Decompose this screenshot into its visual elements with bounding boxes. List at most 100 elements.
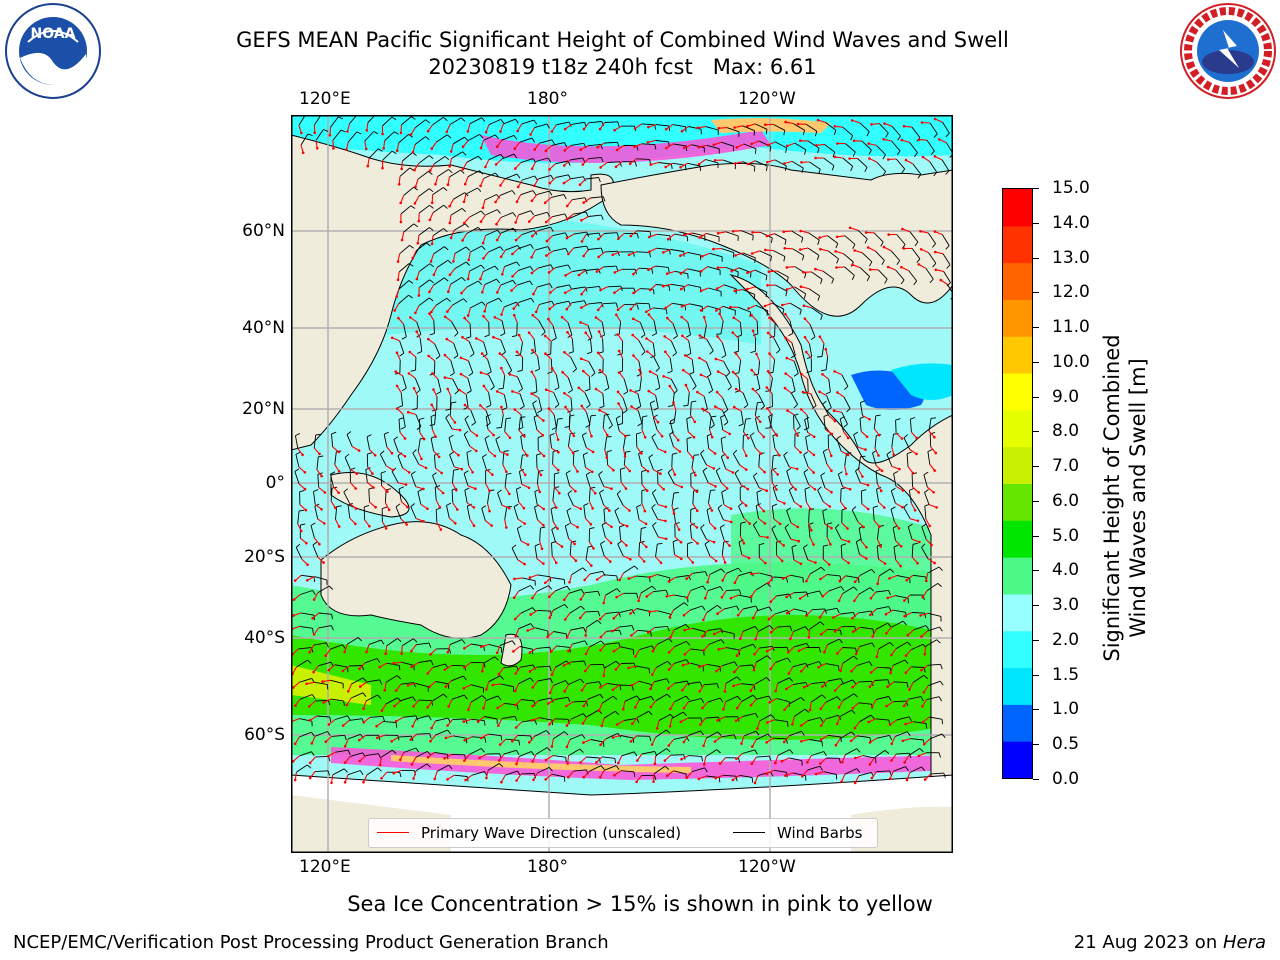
wind-barb bbox=[400, 205, 412, 215]
wave-direction-arrowhead bbox=[714, 776, 717, 780]
wave-direction-arrow bbox=[462, 162, 468, 170]
wave-direction-arrowhead bbox=[876, 582, 879, 586]
wind-barb bbox=[670, 340, 678, 353]
wave-direction-arrowhead bbox=[905, 579, 908, 582]
wind-barb bbox=[335, 749, 349, 753]
wave-direction-arrow bbox=[410, 733, 417, 741]
wave-direction-arrow bbox=[325, 735, 333, 743]
wave-direction-arrow bbox=[433, 267, 438, 276]
wind-barb bbox=[754, 402, 758, 416]
wind-barb bbox=[410, 506, 417, 519]
wave-direction-arrow bbox=[841, 538, 850, 543]
wave-direction-arrowhead bbox=[648, 250, 651, 253]
wave-direction-arrowhead bbox=[511, 252, 514, 256]
wave-direction-arrowhead bbox=[462, 687, 466, 690]
wave-direction-arrowhead bbox=[397, 183, 401, 186]
colorbar-tick-mark bbox=[1033, 779, 1039, 780]
wind-barb-flag bbox=[753, 294, 756, 300]
wind-barb-flag bbox=[938, 566, 943, 571]
wave-direction-arrowhead bbox=[516, 129, 519, 133]
wind-barb bbox=[599, 492, 605, 506]
wind-barb-flag bbox=[824, 608, 827, 614]
wave-direction-arrow bbox=[298, 125, 302, 134]
wave-direction-arrow bbox=[649, 233, 658, 238]
wind-barb bbox=[803, 454, 809, 468]
wave-direction-arrowhead bbox=[629, 558, 632, 561]
wave-direction-arrow bbox=[668, 663, 675, 670]
wave-direction-arrow bbox=[411, 757, 417, 765]
wave-direction-arrow bbox=[349, 482, 357, 489]
wind-barb bbox=[533, 417, 538, 430]
wind-barb bbox=[349, 718, 363, 721]
wind-barb bbox=[654, 765, 666, 774]
wind-barb bbox=[793, 608, 807, 613]
wind-barb-flag bbox=[686, 436, 692, 440]
wave-direction-arrowhead bbox=[476, 720, 480, 723]
wind-barb bbox=[366, 679, 380, 683]
wave-direction-arrowhead bbox=[712, 467, 716, 470]
wave-direction-arrowhead bbox=[617, 237, 620, 241]
wind-barb bbox=[317, 474, 320, 488]
wave-direction-arrowhead bbox=[681, 334, 684, 338]
wind-barb-flag bbox=[464, 415, 469, 420]
wind-barb-flag bbox=[641, 351, 646, 356]
wind-barb-flag bbox=[448, 169, 453, 174]
wind-barb-flag bbox=[734, 661, 738, 667]
swell-band-low bbox=[381, 213, 761, 345]
wave-direction-arrow bbox=[603, 667, 606, 676]
wind-barb bbox=[895, 269, 905, 281]
wave-direction-arrowhead bbox=[629, 612, 632, 615]
wind-barb-flag bbox=[376, 658, 381, 663]
wave-direction-arrowhead bbox=[614, 668, 618, 671]
wave-direction-arrowhead bbox=[732, 684, 735, 688]
wind-barb bbox=[313, 491, 316, 505]
wind-barb-flag bbox=[426, 763, 431, 768]
wave-direction-arrowhead bbox=[568, 581, 571, 584]
wind-barb bbox=[927, 232, 936, 244]
wind-barb bbox=[859, 267, 870, 277]
wind-barb bbox=[791, 378, 796, 392]
wave-direction-arrow bbox=[751, 739, 757, 747]
wave-direction-arrow bbox=[801, 373, 809, 380]
wind-barb bbox=[705, 361, 712, 375]
wind-barb bbox=[786, 470, 791, 484]
wave-direction-arrowhead bbox=[422, 520, 425, 523]
wave-direction-arrowhead bbox=[864, 448, 867, 451]
wave-direction-arrowhead bbox=[323, 522, 326, 525]
wind-barb-flag bbox=[413, 223, 419, 228]
wind-barb bbox=[688, 126, 702, 130]
wind-barb-flag bbox=[852, 679, 857, 685]
wind-barb bbox=[859, 402, 863, 416]
wind-barb bbox=[774, 141, 787, 149]
wave-direction-arrowhead bbox=[615, 723, 619, 726]
wave-direction-arrowhead bbox=[849, 739, 853, 743]
wind-barb-flag bbox=[932, 243, 936, 248]
wave-direction-arrow bbox=[719, 757, 726, 764]
wave-direction-arrow bbox=[818, 663, 826, 668]
wave-direction-arrow bbox=[414, 179, 419, 187]
wave-direction-arrowhead bbox=[750, 313, 753, 317]
wave-direction-arrowhead bbox=[582, 201, 585, 204]
wind-barb-flag bbox=[860, 455, 866, 458]
wind-barb bbox=[929, 161, 938, 173]
wind-barb bbox=[417, 491, 422, 505]
wind-barb bbox=[674, 594, 688, 598]
wave-direction-arrow bbox=[518, 430, 525, 437]
wind-barb-flag bbox=[687, 273, 689, 279]
wind-barb-flag bbox=[586, 351, 592, 355]
wind-barb-flag bbox=[327, 770, 331, 776]
wave-direction-arrowhead bbox=[715, 390, 719, 394]
wave-direction-arrow bbox=[416, 271, 420, 280]
wave-direction-arrowhead bbox=[615, 595, 618, 599]
wave-direction-arrow bbox=[564, 123, 572, 130]
wind-barb bbox=[793, 360, 799, 374]
wind-barb-flag bbox=[397, 735, 400, 741]
wind-barb bbox=[588, 376, 591, 390]
wind-barb bbox=[752, 475, 760, 489]
wave-direction-arrowhead bbox=[444, 736, 448, 740]
wind-barb bbox=[789, 757, 802, 762]
wind-barb bbox=[926, 139, 935, 152]
wave-direction-arrow bbox=[686, 771, 693, 778]
wave-direction-arrowhead bbox=[403, 437, 407, 440]
wave-direction-arrowhead bbox=[747, 307, 750, 310]
